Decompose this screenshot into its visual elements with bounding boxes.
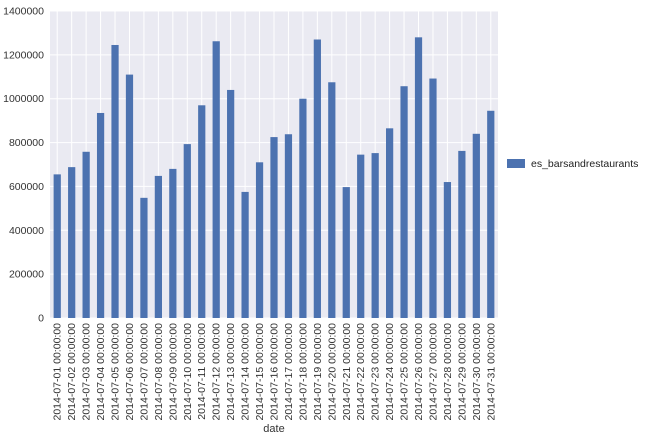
bar [227, 89, 235, 318]
y-tick-label: 200000 [9, 269, 44, 281]
y-tick-label: 400000 [9, 225, 44, 237]
bar [328, 82, 336, 319]
y-tick-label: 1200000 [3, 49, 44, 61]
x-tick-label: 2014-07-16 00:00:00 [269, 323, 281, 421]
legend-label: es_barsandrestaurants [531, 158, 638, 170]
bars [53, 37, 495, 319]
x-tick-label: 2014-07-30 00:00:00 [471, 323, 483, 421]
x-tick-label: 2014-07-10 00:00:00 [182, 323, 194, 421]
x-tick-label: 2014-07-04 00:00:00 [95, 323, 107, 421]
bar [53, 174, 61, 318]
bar [212, 41, 220, 319]
x-tick-label: 2014-07-24 00:00:00 [384, 323, 396, 421]
bar [400, 86, 408, 318]
bar [414, 37, 423, 319]
bar [270, 137, 278, 318]
bar [82, 151, 90, 318]
bar [313, 39, 321, 318]
x-tick-label: 2014-07-08 00:00:00 [153, 323, 165, 421]
bar [140, 197, 148, 318]
bar [183, 144, 191, 318]
bar [342, 187, 350, 318]
bar [255, 162, 264, 318]
y-tick-label: 600000 [9, 181, 44, 193]
x-tick-label: 2014-07-07 00:00:00 [138, 323, 150, 421]
bar [386, 128, 394, 318]
bar [198, 105, 206, 319]
bar [68, 167, 76, 318]
x-tick-label: 2014-07-25 00:00:00 [399, 323, 411, 421]
x-tick-label: 2014-07-15 00:00:00 [254, 323, 266, 421]
y-tick-label: 1000000 [3, 93, 44, 105]
x-tick-label: 2014-07-03 00:00:00 [81, 323, 93, 421]
bar [357, 154, 365, 318]
bar [458, 150, 466, 318]
bar [371, 153, 379, 318]
x-tick-label: 2014-07-06 00:00:00 [124, 323, 136, 421]
x-tick-label: 2014-07-31 00:00:00 [485, 323, 497, 421]
x-axis-ticks: 2014-07-01 00:00:00 2014-07-02 00:00:00 20… [52, 323, 498, 421]
x-tick-label: 2014-07-29 00:00:00 [456, 323, 468, 421]
x-tick-label: 2014-07-28 00:00:00 [442, 323, 454, 421]
x-tick-label: 2014-07-27 00:00:00 [427, 323, 439, 421]
x-tick-label: 2014-07-17 00:00:00 [283, 323, 295, 421]
x-axis-label: date [263, 423, 284, 435]
y-tick-label: 1400000 [3, 6, 44, 18]
x-tick-label: 2014-07-19 00:00:00 [312, 323, 324, 421]
x-tick-label: 2014-07-22 00:00:00 [355, 323, 367, 421]
bar [284, 134, 293, 318]
bar [443, 182, 452, 318]
x-tick-label: 2014-07-18 00:00:00 [297, 323, 309, 421]
legend: es_barsandrestaurants [507, 158, 638, 170]
bar [111, 44, 119, 318]
bar [96, 112, 105, 318]
x-tick-label: 2014-07-09 00:00:00 [167, 323, 179, 421]
x-tick-label: 2014-07-12 00:00:00 [211, 323, 223, 421]
x-tick-label: 2014-07-13 00:00:00 [225, 323, 237, 421]
bar [241, 191, 249, 318]
x-tick-label: 2014-07-26 00:00:00 [413, 323, 425, 421]
bar [125, 74, 134, 318]
y-tick-label: 800000 [9, 137, 44, 149]
legend-swatch [507, 159, 525, 168]
x-tick-label: 2014-07-14 00:00:00 [240, 323, 252, 421]
bar [154, 175, 162, 318]
bar [429, 78, 437, 318]
bar [299, 98, 307, 318]
x-tick-label: 2014-07-21 00:00:00 [341, 323, 353, 421]
x-tick-label: 2014-07-23 00:00:00 [370, 323, 382, 421]
y-tick-label: 0 [38, 313, 44, 325]
x-tick-label: 2014-07-05 00:00:00 [110, 323, 122, 421]
y-axis-ticks: 0 200000 400000 600000 800000 1000000 1200000 1… [3, 6, 44, 325]
bar [472, 133, 480, 318]
x-tick-label: 2014-07-20 00:00:00 [326, 323, 338, 421]
x-tick-label: 2014-07-02 00:00:00 [66, 323, 78, 421]
x-tick-label: 2014-07-11 00:00:00 [196, 323, 208, 420]
bar [487, 110, 495, 319]
x-tick-label: 2014-07-01 00:00:00 [52, 323, 64, 421]
bar [169, 168, 177, 318]
